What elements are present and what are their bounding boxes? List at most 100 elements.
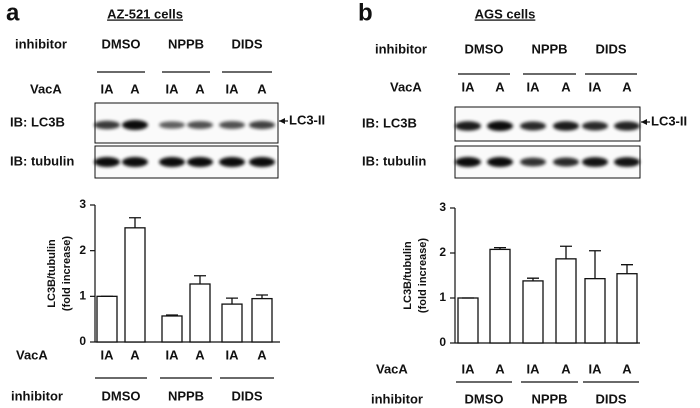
y-tick-label: 2 [79,243,86,257]
y-tick-label: 3 [79,197,86,211]
blot-label: IB: LC3B [362,115,417,130]
error-bar [166,314,178,316]
band [159,121,185,129]
panel-title: AGS cells [475,6,536,21]
bar [124,227,146,343]
x-row-label: inhibitor [371,391,423,406]
x-tick-label: A [561,361,571,376]
band [219,157,245,167]
bar [189,283,211,343]
band [455,121,481,131]
x-tick-label: A [622,361,632,376]
row-label: inhibitor [375,41,427,56]
lane-label: A [622,79,632,94]
y-label-line: LC3B/tubulin [46,239,58,308]
lane-label: IA [462,79,476,94]
band [582,121,608,131]
band [487,157,513,167]
band [249,157,275,167]
y-tick-label: 1 [79,289,86,303]
x-tick-label: A [257,347,267,362]
bar [489,248,511,344]
band [187,121,213,129]
error-bar [527,277,539,281]
y-tick-label: 3 [439,200,446,214]
x-tick-label: IA [166,347,180,362]
group-label: NPPB [168,36,204,51]
bar [457,297,479,344]
group-label: NPPB [531,391,567,406]
band [94,120,120,130]
group-label: DIDS [595,391,626,406]
x-row-label: VacA [376,361,408,376]
lane-label: IA [226,81,240,96]
group-label: DIDS [595,41,626,56]
bar [251,297,273,343]
blot-label: IB: LC3B [10,114,65,129]
row-label: VacA [30,81,62,96]
group-label: NPPB [168,388,204,403]
x-tick-label: IA [589,361,603,376]
x-row-label: inhibitor [11,388,63,403]
x-row-label: VacA [16,347,48,362]
group-label: NPPB [531,41,567,56]
band [520,157,546,167]
y-label-line: (fold increase) [417,238,429,314]
lane-label: IA [166,81,180,96]
bar [161,315,183,343]
row-label: VacA [390,79,422,94]
lane-label: A [257,81,267,96]
x-tick-label: IA [226,347,240,362]
band [553,121,579,131]
blot-label: IB: tubulin [10,153,74,168]
bar [584,277,606,344]
panel-letter: b [358,0,373,26]
band [122,157,148,167]
group-label: DMSO [465,41,504,56]
y-label-line: LC3B/tubulin [402,241,414,310]
band [614,121,640,131]
band [553,157,579,167]
lane-label: IA [589,79,603,94]
y-tick-label: 2 [439,245,446,259]
error-bar [494,246,506,250]
y-tick-label: 0 [439,335,446,349]
band-label: LC3-II [289,112,325,127]
blot [94,102,279,144]
blot [454,145,641,179]
bar [555,258,577,344]
error-bar [560,245,572,259]
bar [221,303,243,343]
y-label: LC3B/tubulin (fold increase) [46,236,73,312]
group-label: DMSO [465,391,504,406]
bar [96,295,118,343]
y-tick-label: 1 [439,290,446,304]
band-label: LC3-II [651,113,687,128]
x-tick-label: IA [101,347,115,362]
error-bar [589,250,601,279]
error-bar [621,264,633,274]
error-bar [226,297,238,305]
x-tick-label: A [195,347,205,362]
error-bar [194,275,206,285]
band [187,157,213,167]
x-tick-label: IA [527,361,541,376]
y-label: LC3B/tubulin (fold increase) [402,238,429,314]
arrow-head [279,118,285,124]
band [249,120,275,130]
x-tick-label: A [130,347,140,362]
band [219,121,245,129]
error-bar [256,294,268,299]
lane-label: IA [527,79,541,94]
arrow-head [641,119,647,125]
blot [454,106,641,142]
lane-label: A [495,79,505,94]
lane-label: A [195,81,205,96]
band [122,120,148,130]
band [520,121,546,131]
row-label: inhibitor [15,36,67,51]
x-tick-label: A [495,361,505,376]
group-label: DIDS [231,388,262,403]
